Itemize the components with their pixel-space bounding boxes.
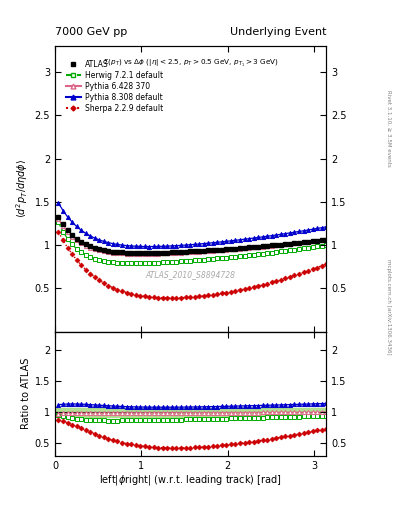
Sherpa 2.2.9 default <box>101 280 106 286</box>
Text: ATLAS_2010_S8894728: ATLAS_2010_S8894728 <box>145 270 236 279</box>
Herwig 7.2.1 default <box>101 258 106 264</box>
Herwig 7.2.1 default <box>56 219 61 225</box>
Text: Underlying Event: Underlying Event <box>230 27 326 37</box>
Sherpa 2.2.9 default <box>229 289 233 295</box>
Y-axis label: Ratio to ATLAS: Ratio to ATLAS <box>20 358 31 429</box>
Herwig 7.2.1 default <box>229 254 233 260</box>
Pythia 8.308 default <box>147 243 152 249</box>
Sherpa 2.2.9 default <box>169 295 174 301</box>
Herwig 7.2.1 default <box>147 260 152 266</box>
Pythia 8.308 default <box>124 243 129 249</box>
Line: Sherpa 2.2.9 default: Sherpa 2.2.9 default <box>57 230 328 300</box>
Line: Herwig 7.2.1 default: Herwig 7.2.1 default <box>56 220 328 265</box>
Text: mcplots.cern.ch [arXiv:1306.3436]: mcplots.cern.ch [arXiv:1306.3436] <box>386 260 391 355</box>
Line: Pythia 6.428 370: Pythia 6.428 370 <box>56 218 328 256</box>
Pythia 6.428 370 <box>124 250 129 257</box>
Pythia 8.308 default <box>142 243 147 249</box>
Pythia 8.308 default <box>101 238 106 244</box>
Herwig 7.2.1 default <box>138 260 143 266</box>
Pythia 8.308 default <box>133 243 138 249</box>
Pythia 8.308 default <box>324 224 329 230</box>
Herwig 7.2.1 default <box>124 260 129 266</box>
X-axis label: left$|\phi$right$|$ (w.r.t. leading track) [rad]: left$|\phi$right$|$ (w.r.t. leading trac… <box>99 473 282 487</box>
Sherpa 2.2.9 default <box>124 289 129 295</box>
Y-axis label: $\langle d^2 p_T/d\eta d\phi \rangle$: $\langle d^2 p_T/d\eta d\phi \rangle$ <box>15 159 31 219</box>
Herwig 7.2.1 default <box>133 260 138 266</box>
Pythia 6.428 370 <box>147 251 152 257</box>
Pythia 6.428 370 <box>133 251 138 257</box>
Pythia 6.428 370 <box>101 248 106 254</box>
Sherpa 2.2.9 default <box>324 261 329 267</box>
Herwig 7.2.1 default <box>324 242 329 248</box>
Text: 7000 GeV pp: 7000 GeV pp <box>55 27 127 37</box>
Legend: ATLAS, Herwig 7.2.1 default, Pythia 6.428 370, Pythia 8.308 default, Sherpa 2.2.: ATLAS, Herwig 7.2.1 default, Pythia 6.42… <box>64 58 165 114</box>
Pythia 8.308 default <box>56 200 61 206</box>
Text: Rivet 3.1.10, ≥ 3.5M events: Rivet 3.1.10, ≥ 3.5M events <box>386 90 391 166</box>
Pythia 6.428 370 <box>229 246 233 252</box>
Pythia 6.428 370 <box>56 217 61 223</box>
Sherpa 2.2.9 default <box>133 292 138 298</box>
Line: Pythia 8.308 default: Pythia 8.308 default <box>56 201 328 249</box>
Pythia 8.308 default <box>229 238 233 244</box>
Pythia 6.428 370 <box>324 237 329 243</box>
Text: $\Sigma(p_T)$ vs $\Delta\phi$ ($|\eta| < 2.5$, $p_T > 0.5$ GeV, $p_{T_1} > 3$ Ge: $\Sigma(p_T)$ vs $\Delta\phi$ ($|\eta| <… <box>103 57 279 69</box>
Herwig 7.2.1 default <box>151 260 156 266</box>
Sherpa 2.2.9 default <box>142 293 147 300</box>
Sherpa 2.2.9 default <box>56 229 61 235</box>
Pythia 6.428 370 <box>151 250 156 257</box>
Pythia 8.308 default <box>151 243 156 249</box>
Sherpa 2.2.9 default <box>147 294 152 300</box>
Pythia 6.428 370 <box>138 251 143 257</box>
